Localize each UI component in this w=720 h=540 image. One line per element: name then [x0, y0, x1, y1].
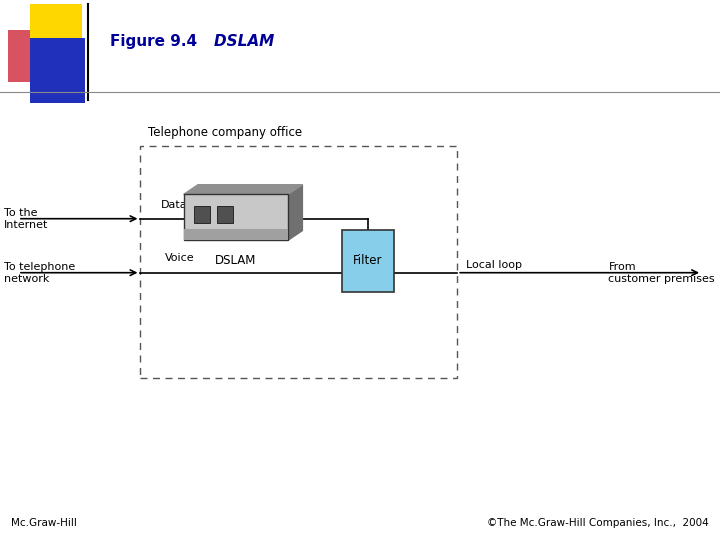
Text: ©The Mc.Graw-Hill Companies, Inc.,  2004: ©The Mc.Graw-Hill Companies, Inc., 2004 — [487, 518, 709, 528]
Bar — [217, 206, 233, 223]
Text: Telephone company office: Telephone company office — [148, 126, 302, 139]
Bar — [184, 229, 288, 240]
Text: Data: Data — [161, 200, 187, 210]
Text: Local loop: Local loop — [466, 260, 522, 270]
Bar — [184, 194, 288, 240]
Text: DSLAM: DSLAM — [193, 35, 274, 50]
Bar — [140, 146, 457, 378]
Text: Figure 9.4: Figure 9.4 — [110, 35, 197, 50]
Polygon shape — [288, 185, 302, 240]
Bar — [194, 206, 210, 223]
Polygon shape — [184, 185, 302, 194]
Text: Mc.Graw-Hill: Mc.Graw-Hill — [11, 518, 76, 528]
Bar — [30, 38, 85, 103]
Text: Voice: Voice — [165, 253, 195, 263]
Text: To telephone
network: To telephone network — [4, 262, 75, 284]
Text: To the
Internet: To the Internet — [4, 208, 48, 230]
Text: DSLAM: DSLAM — [215, 254, 256, 267]
Bar — [8, 30, 60, 82]
Text: Filter: Filter — [354, 254, 382, 267]
Bar — [342, 230, 394, 292]
Bar — [30, 4, 82, 56]
Text: From
customer premises: From customer premises — [608, 262, 715, 284]
